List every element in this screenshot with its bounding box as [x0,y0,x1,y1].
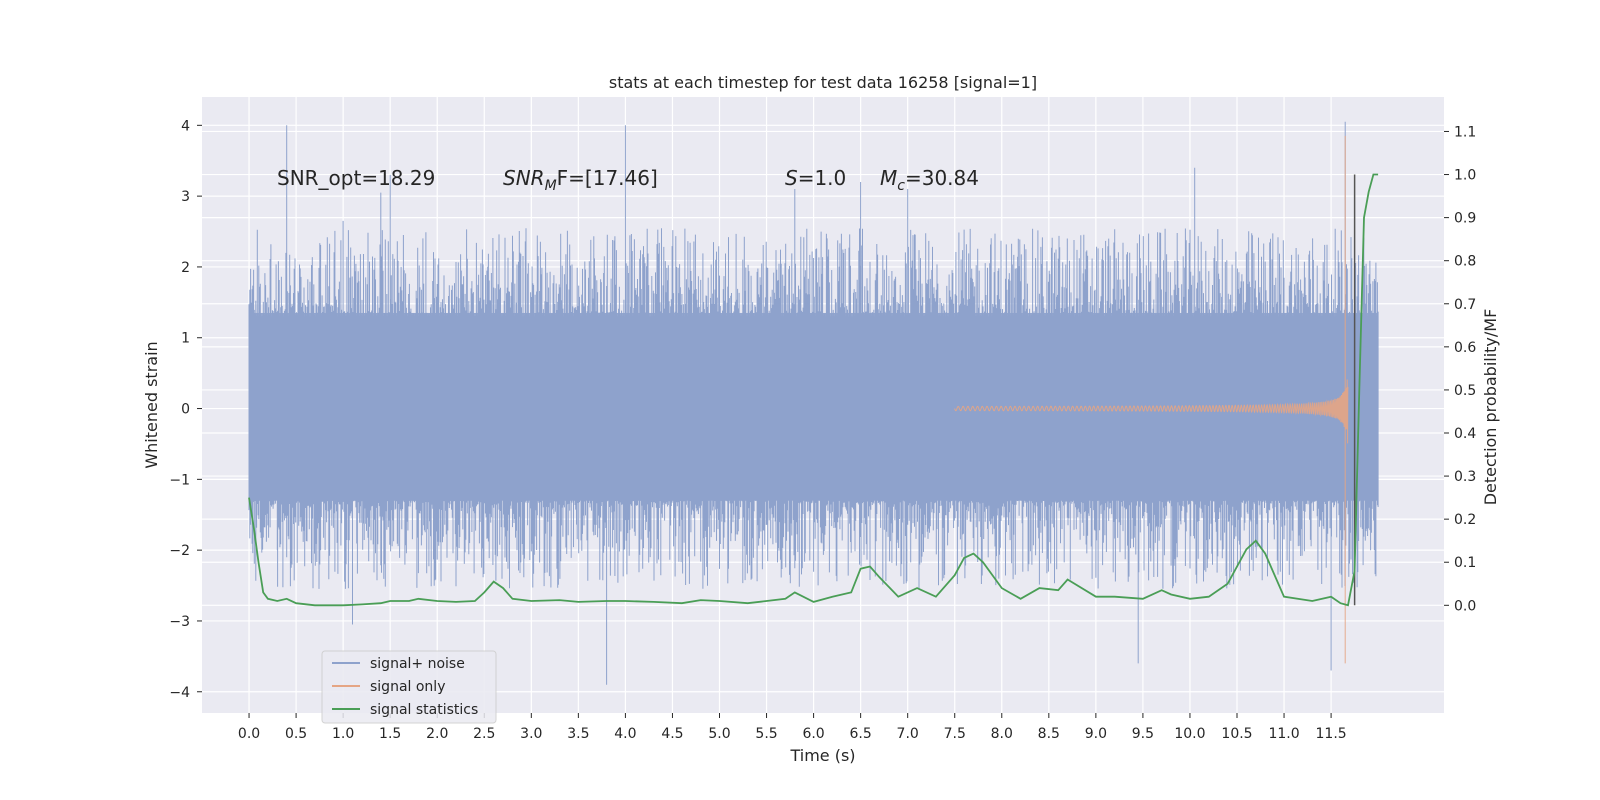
x-tick-label: 8.5 [1038,726,1060,742]
y-tick-label: −2 [169,543,190,559]
x-tick-label: 7.0 [897,726,919,742]
x-tick-label: 9.5 [1132,726,1154,742]
y2-tick-label: 0.4 [1454,426,1476,442]
legend-label-signal-only: signal only [370,679,445,695]
y2-tick-label: 0.7 [1454,297,1476,313]
y2-tick-label: 0.3 [1454,469,1476,485]
s-symbol: S [785,166,798,190]
s-value: =1.0 [798,166,847,190]
y-tick-label: −1 [169,472,190,488]
series-signal-statistics [248,173,1379,607]
s-annotation: S=1.0 [785,166,846,190]
y2-tick-label: 1.0 [1454,168,1476,184]
y-tick-label: 4 [181,118,190,134]
y2-tick-label: 0.6 [1454,340,1476,356]
noise-trace [248,121,1379,685]
y-tick-label: 2 [181,260,190,276]
x-tick-label: 11.5 [1316,726,1347,742]
y2-axis-label: Detection probability/MF [1481,309,1500,506]
x-tick-label: 6.0 [802,726,824,742]
x-tick-label: 5.5 [755,726,777,742]
y2-tick-label: 1.1 [1454,124,1476,140]
chart-title: stats at each timestep for test data 162… [609,73,1037,92]
x-tick-label: 2.0 [426,726,448,742]
x-tick-label: 4.5 [661,726,683,742]
legend-box [321,650,497,724]
x-tick-label: 9.0 [1085,726,1107,742]
x-tick-label: 10.5 [1221,726,1252,742]
legend-label-signal-noise: signal+ noise [370,656,465,672]
y-tick-label: 3 [181,189,190,205]
x-tick-label: 0.5 [285,726,307,742]
x-tick-label: 1.5 [379,726,401,742]
mc-sub: c [897,178,905,194]
x-tick-label: 4.0 [614,726,636,742]
series-signal-only [954,135,1356,664]
y-tick-label: −4 [169,685,190,701]
x-axis-label: Time (s) [789,746,855,765]
x-tick-label: 6.5 [850,726,872,742]
mc-value: =30.84 [905,166,979,190]
y2-tick-label: 0.5 [1454,383,1476,399]
x-tick-label: 7.5 [944,726,966,742]
snr-mf-annotation: SNRMF=[17.46] [503,166,658,194]
x-tick-label: 3.0 [520,726,542,742]
snr-opt-annotation: SNR_opt=18.29 [277,166,435,190]
y2-tick-label: 0.0 [1454,598,1476,614]
mc-annotation: Mc=30.84 [880,166,979,194]
y2-tick-label: 0.9 [1454,211,1476,227]
x-tick-label: 11.0 [1268,726,1299,742]
y2-tick-label: 0.8 [1454,254,1476,270]
snr-mf-base: SNR [503,166,545,190]
signal-only-trace [954,135,1349,664]
x-tick-label: 5.0 [708,726,730,742]
y-axis-label: Whitened strain [142,341,161,468]
y-tick-label: −3 [169,614,190,630]
y2-tick-label: 0.2 [1454,512,1476,528]
y2-tick-label: 0.1 [1454,555,1476,571]
legend: signal+ noise signal only signal statist… [321,650,497,724]
snr-mf-sub: M [545,178,557,194]
x-tick-label: 1.0 [332,726,354,742]
ticks: 0.0 0.5 1.0 1.5 2.0 2.5 3.0 3.5 4.0 4.5 5.0 5.5 6.0 6… [169,118,1476,742]
snr-mf-rest: F=[17.46] [557,166,658,190]
x-tick-label: 10.0 [1174,726,1205,742]
y-tick-label: 0 [181,402,190,418]
x-tick-label: 0.0 [238,726,260,742]
x-tick-label: 2.5 [473,726,495,742]
x-tick-label: 8.0 [991,726,1013,742]
mc-symbol: M [880,166,897,190]
y-tick-label: 1 [181,331,190,347]
statistics-line [248,173,1379,607]
x-tick-label: 3.5 [567,726,589,742]
legend-label-signal-statistics: signal statistics [370,702,478,718]
